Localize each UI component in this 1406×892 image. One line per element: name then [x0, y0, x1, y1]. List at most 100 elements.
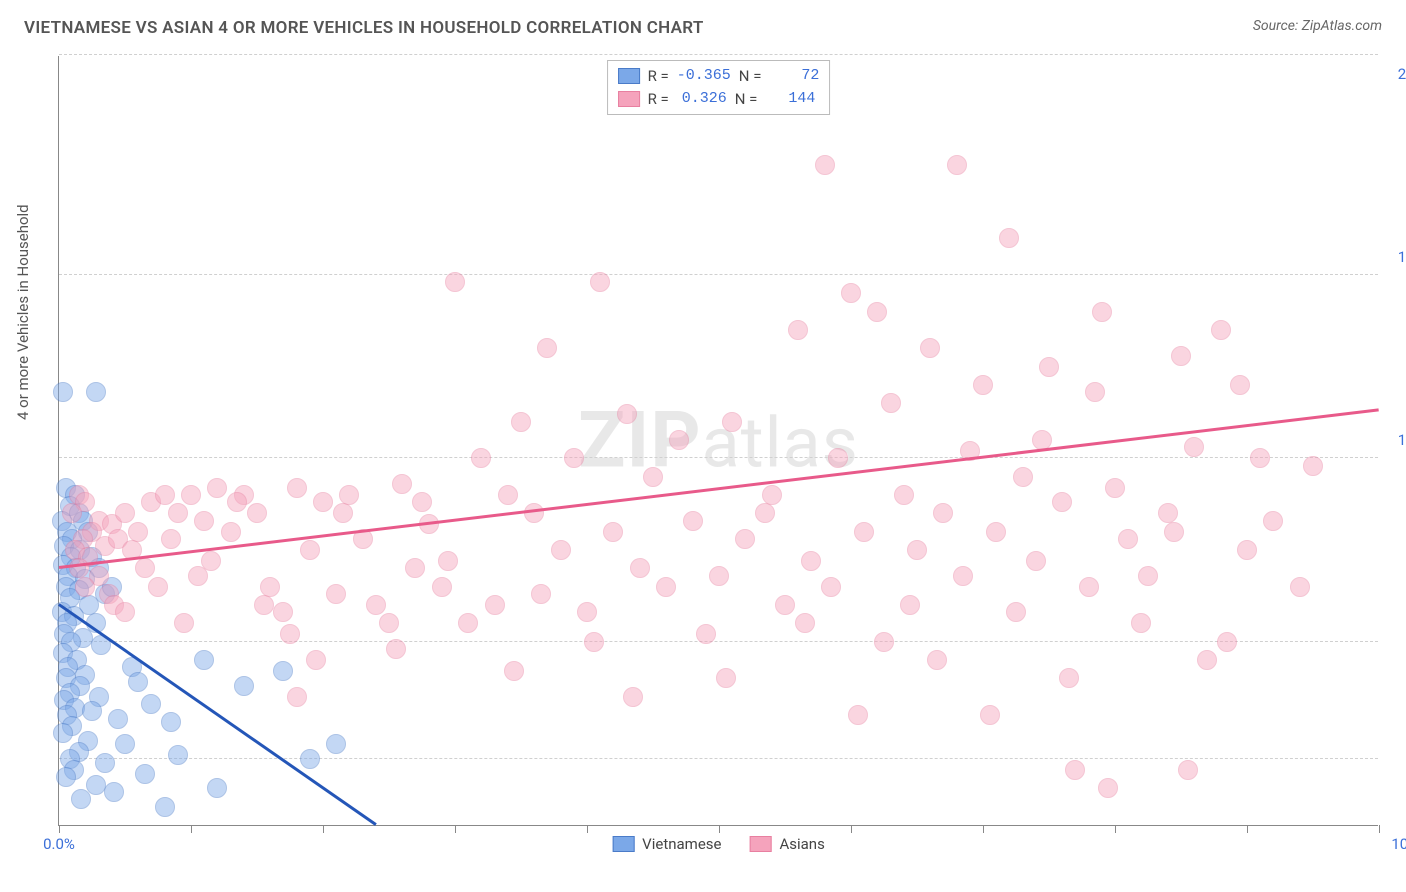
scatter-point-series2	[1085, 382, 1105, 402]
scatter-point-series2	[386, 639, 406, 659]
plot-area: ZIPatlas R = -0.365 N = 72 R = 0.326 N =…	[58, 56, 1378, 826]
grid-line	[59, 758, 1378, 759]
scatter-point-series2	[438, 551, 458, 571]
x-tick	[851, 825, 852, 833]
scatter-point-series2	[584, 632, 604, 652]
scatter-point-series2	[155, 485, 175, 505]
x-tick	[587, 825, 588, 833]
scatter-point-series2	[405, 558, 425, 578]
scatter-point-series2	[881, 393, 901, 413]
scatter-point-series2	[1303, 456, 1323, 476]
scatter-point-series2	[115, 503, 135, 523]
scatter-point-series2	[1250, 448, 1270, 468]
scatter-point-series2	[709, 566, 729, 586]
scatter-point-series2	[947, 155, 967, 175]
scatter-point-series2	[696, 624, 716, 644]
scatter-point-series2	[821, 577, 841, 597]
scatter-point-series2	[630, 558, 650, 578]
legend-label-series2: Asians	[779, 835, 824, 853]
scatter-point-series2	[848, 705, 868, 725]
x-tick	[1379, 825, 1380, 833]
scatter-point-series1	[207, 778, 227, 798]
scatter-point-series2	[801, 551, 821, 571]
scatter-point-series2	[841, 283, 861, 303]
scatter-point-series2	[920, 338, 940, 358]
scatter-point-series2	[874, 632, 894, 652]
scatter-point-series2	[907, 540, 927, 560]
x-tick	[719, 825, 720, 833]
bottom-legend: Vietnamese Asians	[612, 835, 825, 853]
y-tick-label: 20.0%	[1383, 65, 1406, 83]
scatter-point-series2	[953, 566, 973, 586]
scatter-point-series2	[537, 338, 557, 358]
scatter-point-series1	[194, 650, 214, 670]
scatter-point-series1	[95, 753, 115, 773]
scatter-point-series2	[854, 522, 874, 542]
scatter-point-series2	[471, 448, 491, 468]
swatch-series1	[618, 68, 640, 84]
scatter-point-series2	[900, 595, 920, 615]
scatter-point-series2	[168, 503, 188, 523]
scatter-point-series2	[194, 511, 214, 531]
scatter-point-series2	[300, 540, 320, 560]
scatter-point-series2	[590, 272, 610, 292]
scatter-point-series2	[1230, 375, 1250, 395]
scatter-point-series1	[53, 382, 73, 402]
scatter-point-series1	[115, 734, 135, 754]
scatter-point-series2	[551, 540, 571, 560]
r-value-series1: -0.365	[677, 65, 731, 88]
scatter-point-series2	[1197, 650, 1217, 670]
scatter-point-series2	[432, 577, 452, 597]
grid-line	[59, 641, 1378, 642]
scatter-point-series2	[623, 687, 643, 707]
x-tick	[323, 825, 324, 833]
scatter-point-series2	[735, 529, 755, 549]
scatter-point-series2	[412, 492, 432, 512]
scatter-point-series2	[1263, 511, 1283, 531]
scatter-point-series2	[1237, 540, 1257, 560]
trend-line-series2	[59, 408, 1379, 568]
scatter-point-series2	[174, 613, 194, 633]
scatter-point-series2	[366, 595, 386, 615]
scatter-point-series2	[1052, 492, 1072, 512]
scatter-point-series2	[643, 467, 663, 487]
scatter-point-series2	[1184, 437, 1204, 457]
scatter-point-series1	[300, 749, 320, 769]
scatter-point-series2	[135, 558, 155, 578]
x-tick	[1247, 825, 1248, 833]
scatter-point-series1	[82, 701, 102, 721]
scatter-point-series2	[1105, 478, 1125, 498]
scatter-point-series2	[379, 613, 399, 633]
scatter-point-series1	[108, 709, 128, 729]
scatter-point-series2	[1092, 302, 1112, 322]
stats-row-series1: R = -0.365 N = 72	[618, 65, 820, 88]
scatter-point-series2	[603, 522, 623, 542]
scatter-point-series2	[1164, 522, 1184, 542]
scatter-point-series2	[273, 602, 293, 622]
scatter-point-series2	[1006, 602, 1026, 622]
x-tick-label: 100.0%	[1391, 835, 1406, 853]
x-tick	[455, 825, 456, 833]
legend-item-series1: Vietnamese	[612, 835, 721, 853]
y-axis-label: 4 or more Vehicles in Household	[14, 204, 32, 420]
scatter-point-series1	[234, 676, 254, 696]
scatter-point-series2	[828, 448, 848, 468]
scatter-point-series2	[775, 595, 795, 615]
scatter-point-series1	[104, 782, 124, 802]
x-tick	[1115, 825, 1116, 833]
grid-line	[59, 274, 1378, 275]
scatter-point-series2	[207, 478, 227, 498]
scatter-point-series2	[221, 522, 241, 542]
scatter-point-series2	[1178, 760, 1198, 780]
scatter-point-series1	[326, 734, 346, 754]
scatter-point-series2	[227, 492, 247, 512]
scatter-point-series2	[1131, 613, 1151, 633]
scatter-point-series1	[56, 767, 76, 787]
y-tick-label: 5.0%	[1383, 615, 1406, 633]
scatter-point-series2	[306, 650, 326, 670]
scatter-point-series2	[148, 577, 168, 597]
scatter-point-series2	[564, 448, 584, 468]
chart-header: VIETNAMESE VS ASIAN 4 OR MORE VEHICLES I…	[0, 0, 1406, 46]
x-tick	[59, 825, 60, 833]
scatter-point-series2	[69, 558, 89, 578]
